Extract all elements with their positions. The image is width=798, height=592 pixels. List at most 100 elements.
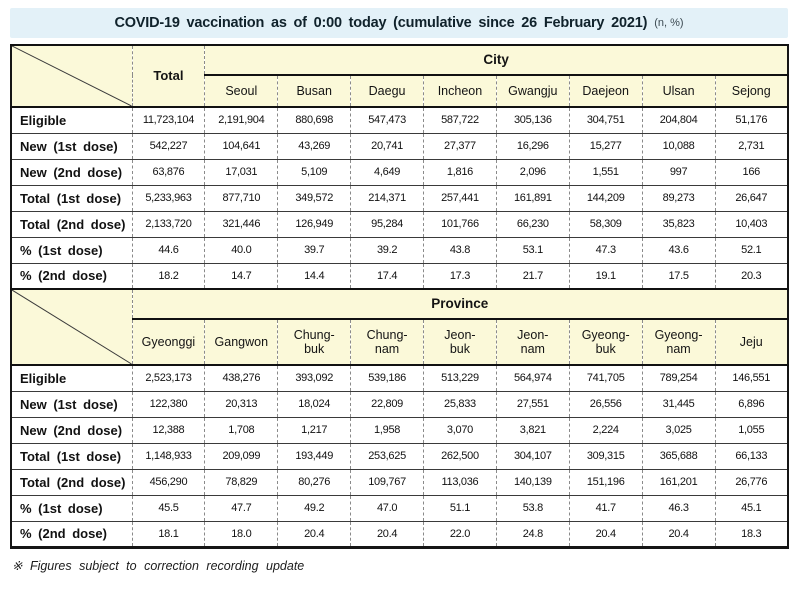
row-label: Total (2nd dose)	[10, 210, 133, 238]
data-cell: 78,829	[204, 468, 279, 496]
data-cell: 52.1	[714, 236, 789, 264]
table-row: New (2nd dose) 63,876 17,031 5,109 4,649 1,81…	[10, 158, 789, 186]
row-label: Eligible	[10, 106, 133, 134]
data-cell: 209,099	[204, 442, 279, 470]
data-cell: 880,698	[277, 106, 352, 134]
city-table-header: Total City Seoul Busan Daegu Incheon Gwangju…	[10, 44, 789, 108]
data-cell: 262,500	[423, 442, 497, 470]
data-cell: 18.1	[131, 520, 206, 548]
data-cell: 17.5	[641, 262, 716, 290]
data-cell: 564,974	[495, 364, 570, 392]
data-cell: 43,269	[277, 132, 352, 160]
data-cell: 16,296	[495, 132, 570, 160]
data-cell: 140,139	[495, 468, 570, 496]
data-cell: 25,833	[423, 390, 497, 418]
data-cell: 513,229	[423, 364, 497, 392]
table-row: Total (1st dose) 1,148,933 209,099 193,449 2…	[10, 442, 789, 470]
data-cell: 17,031	[204, 158, 279, 186]
data-cell: 18.2	[131, 262, 206, 290]
data-cell: 3,025	[641, 416, 716, 444]
column-header-daejeon: Daejeon	[568, 74, 643, 108]
data-cell: 20.4	[568, 520, 643, 548]
data-cell: 51.1	[423, 494, 497, 522]
data-cell: 14.4	[277, 262, 352, 290]
diagonal-line	[12, 290, 132, 364]
vaccination-table: Total City Seoul Busan Daegu Incheon Gwangju…	[10, 44, 789, 549]
data-cell: 17.3	[423, 262, 497, 290]
data-cell: 20,313	[204, 390, 279, 418]
data-cell: 58,309	[568, 210, 643, 238]
data-cell: 10,403	[714, 210, 789, 238]
data-cell: 27,551	[495, 390, 570, 418]
row-label: New (1st dose)	[10, 132, 133, 160]
data-cell: 49.2	[277, 494, 352, 522]
data-cell: 66,230	[495, 210, 570, 238]
data-cell: 542,227	[131, 132, 206, 160]
province-corner-cell	[10, 288, 133, 366]
data-cell: 1,816	[423, 158, 497, 186]
data-cell: 6,896	[714, 390, 789, 418]
column-header-incheon: Incheon	[423, 74, 497, 108]
data-cell: 63,876	[131, 158, 206, 186]
data-cell: 161,201	[641, 468, 716, 496]
data-cell: 587,722	[423, 106, 497, 134]
data-cell: 2,523,173	[131, 364, 206, 392]
data-cell: 5,109	[277, 158, 352, 186]
data-cell: 22.0	[423, 520, 497, 548]
data-cell: 161,891	[495, 184, 570, 212]
data-cell: 26,776	[714, 468, 789, 496]
data-cell: 20.3	[714, 262, 789, 290]
footnote: ※ Figures subject to correction recordin…	[12, 558, 305, 573]
column-header-gangwon: Gangwon	[204, 318, 279, 366]
data-cell: 365,688	[641, 442, 716, 470]
data-cell: 1,551	[568, 158, 643, 186]
diagonal-line	[12, 46, 132, 106]
row-label: Total (1st dose)	[10, 184, 133, 212]
data-cell: 39.7	[277, 236, 352, 264]
data-cell: 53.1	[495, 236, 570, 264]
data-cell: 18.3	[714, 520, 789, 548]
column-header-ulsan: Ulsan	[641, 74, 716, 108]
data-cell: 35,823	[641, 210, 716, 238]
data-cell: 14.7	[204, 262, 279, 290]
table-row: New (2nd dose) 12,388 1,708 1,217 1,958 3,070…	[10, 416, 789, 444]
data-cell: 24.8	[495, 520, 570, 548]
data-cell: 539,186	[350, 364, 424, 392]
column-header-daegu: Daegu	[350, 74, 424, 108]
data-cell: 45.5	[131, 494, 206, 522]
row-label: New (1st dose)	[10, 390, 133, 418]
data-cell: 253,625	[350, 442, 424, 470]
data-cell: 304,107	[495, 442, 570, 470]
data-cell: 1,958	[350, 416, 424, 444]
row-label: New (2nd dose)	[10, 158, 133, 186]
data-cell: 47.7	[204, 494, 279, 522]
page-title: COVID-19 vaccination as of 0:00 today (c…	[114, 15, 648, 31]
data-cell: 349,572	[277, 184, 352, 212]
table-row: % (2nd dose) 18.2 14.7 14.4 17.4 17.3 21.7 19.1…	[10, 262, 789, 290]
row-label: % (1st dose)	[10, 236, 133, 264]
data-cell: 126,949	[277, 210, 352, 238]
data-cell: 18.0	[204, 520, 279, 548]
data-cell: 15,277	[568, 132, 643, 160]
column-header-jeju: Jeju	[714, 318, 789, 366]
table-row: New (1st dose) 542,227 104,641 43,269 20,741…	[10, 132, 789, 160]
data-cell: 43.8	[423, 236, 497, 264]
data-cell: 877,710	[204, 184, 279, 212]
data-cell: 257,441	[423, 184, 497, 212]
data-cell: 789,254	[641, 364, 716, 392]
column-header-jeon-buk: Jeon-buk	[423, 318, 497, 366]
data-cell: 95,284	[350, 210, 424, 238]
data-cell: 5,233,963	[131, 184, 206, 212]
data-cell: 89,273	[641, 184, 716, 212]
row-label: % (2nd dose)	[10, 262, 133, 290]
title-bar: COVID-19 vaccination as of 0:00 today (c…	[10, 8, 788, 38]
data-cell: 204,804	[641, 106, 716, 134]
data-cell: 1,708	[204, 416, 279, 444]
data-cell: 101,766	[423, 210, 497, 238]
table-row: Total (2nd dose) 456,290 78,829 80,276 109,7…	[10, 468, 789, 496]
column-header-sejong: Sejong	[714, 74, 789, 108]
data-cell: 104,641	[204, 132, 279, 160]
table-row: Total (2nd dose) 2,133,720 321,446 126,949 9…	[10, 210, 789, 238]
data-cell: 53.8	[495, 494, 570, 522]
column-header-busan: Busan	[277, 74, 352, 108]
